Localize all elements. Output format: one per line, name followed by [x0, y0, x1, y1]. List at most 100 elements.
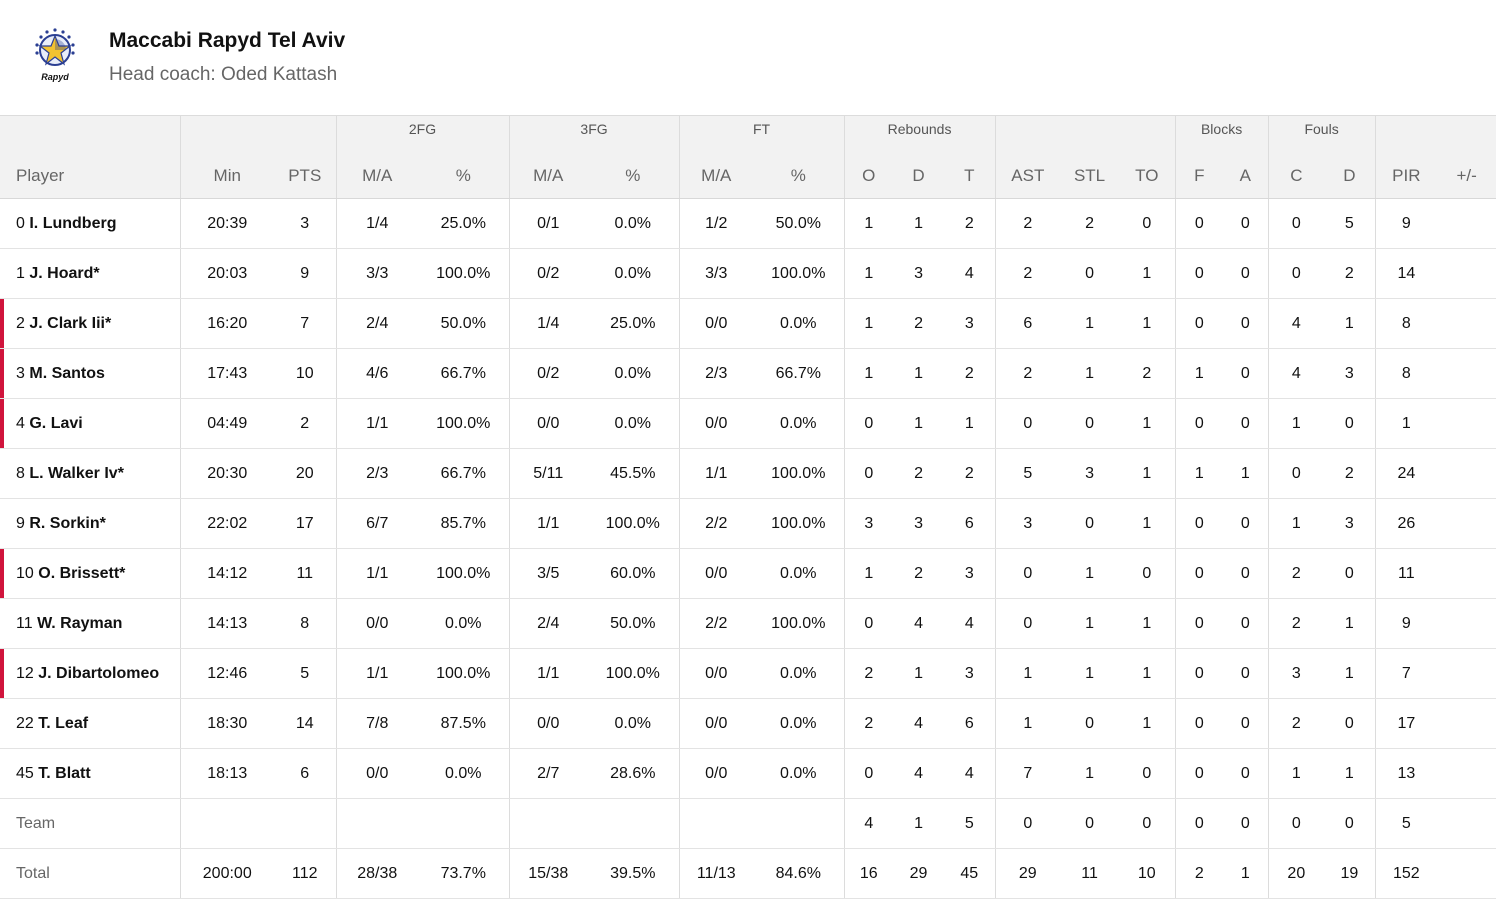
column-header[interactable]: % [418, 154, 510, 199]
stat-cell: 2/2 [678, 598, 754, 649]
player-name[interactable]: J. Dibartolomeo [38, 664, 160, 682]
stat-cell: 4 [893, 698, 945, 749]
column-header[interactable]: PIR [1374, 154, 1438, 199]
stat-cell: 100.0% [418, 248, 510, 299]
stat-cell: 100.0% [418, 398, 510, 449]
player-row[interactable]: 22 T. Leaf 18:30 14 7/8 87.5% 0/0 0.0% 0/0 0.0% 2… [0, 698, 1496, 749]
stat-cell: 3 [843, 498, 894, 549]
stat-cell: 20:30 [179, 448, 274, 499]
player-cell[interactable]: 10 O. Brissett* [0, 548, 180, 599]
column-header[interactable]: D [1324, 154, 1376, 199]
player-number: 11 [16, 614, 33, 632]
column-header[interactable]: A [1223, 154, 1269, 199]
stat-cell: 2 [1267, 548, 1325, 599]
stat-cell: 14:12 [179, 548, 274, 599]
player-row[interactable]: 1 J. Hoard* 20:03 9 3/3 100.0% 0/2 0.0% 3/3 100.… [0, 248, 1496, 299]
player-row[interactable]: 45 T. Blatt 18:13 6 0/0 0.0% 2/7 28.6% 0/0 0.0% 0… [0, 748, 1496, 799]
column-header[interactable]: C [1267, 154, 1325, 199]
player-cell[interactable]: 11 W. Rayman [0, 598, 180, 649]
player-cell[interactable]: 2 J. Clark Iii* [0, 298, 180, 349]
column-header[interactable]: O [843, 154, 894, 199]
stat-cell: 1 [1267, 398, 1325, 449]
column-header[interactable]: AST [994, 154, 1061, 199]
player-name[interactable]: R. Sorkin* [29, 514, 106, 532]
player-cell[interactable]: 22 T. Leaf [0, 698, 180, 749]
stat-cell: 0.0% [753, 648, 845, 699]
stat-cell: 1 [1324, 648, 1376, 699]
stat-cell: 0/0 [678, 398, 754, 449]
column-header[interactable]: % [587, 154, 680, 199]
player-name[interactable]: W. Rayman [37, 614, 123, 632]
player-row[interactable]: 2 J. Clark Iii* 16:20 7 2/4 50.0% 1/4 25.0% 0/0… [0, 298, 1496, 349]
stat-cell: 45 [944, 848, 996, 899]
column-header[interactable]: F [1174, 154, 1224, 199]
column-header[interactable]: M/A [678, 154, 754, 199]
column-header[interactable]: +/- [1437, 154, 1496, 199]
player-cell[interactable]: 45 T. Blatt [0, 748, 180, 799]
player-name[interactable]: L. Walker Iv* [29, 464, 124, 482]
stat-cell: 7 [274, 298, 336, 349]
stat-cell: 6/7 [335, 498, 418, 549]
player-cell[interactable]: 9 R. Sorkin* [0, 498, 180, 549]
stat-cell: 0 [1119, 798, 1176, 849]
stat-cell: 2 [944, 448, 996, 499]
stat-cell: 3 [944, 648, 996, 699]
column-header[interactable]: T [944, 154, 996, 199]
column-header[interactable]: M/A [508, 154, 588, 199]
column-header[interactable]: D [893, 154, 945, 199]
stat-cell: 0 [1324, 798, 1376, 849]
stat-cell: 1 [1267, 498, 1325, 549]
player-name[interactable]: M. Santos [29, 364, 105, 382]
column-header[interactable]: TO [1119, 154, 1176, 199]
stat-cell: 1 [1374, 398, 1438, 449]
column-header[interactable]: Player [0, 154, 180, 199]
stat-cell: 73.7% [418, 848, 510, 899]
player-name[interactable]: G. Lavi [29, 414, 83, 432]
player-name[interactable]: J. Hoard* [29, 264, 100, 282]
player-row[interactable]: 11 W. Rayman 14:13 8 0/0 0.0% 2/4 50.0% 2/2 100.… [0, 598, 1496, 649]
player-number: 9 [16, 514, 25, 532]
player-row[interactable]: 3 M. Santos 17:43 10 4/6 66.7% 0/2 0.0% 2/3 66.7… [0, 348, 1496, 399]
stat-cell: 87.5% [418, 698, 510, 749]
column-header[interactable]: Min [179, 154, 274, 199]
player-cell[interactable]: 12 J. Dibartolomeo [0, 648, 180, 699]
stat-cell: 100.0% [587, 498, 680, 549]
stat-cell: 1 [1119, 598, 1176, 649]
player-name[interactable]: O. Brissett* [38, 564, 126, 582]
stat-cell: 50.0% [753, 198, 845, 249]
player-row[interactable]: 0 I. Lundberg 20:39 3 1/4 25.0% 0/1 0.0% 1/2 50.… [0, 198, 1496, 249]
player-cell[interactable]: 8 L. Walker Iv* [0, 448, 180, 499]
stat-cell: 3 [994, 498, 1061, 549]
player-cell[interactable]: 4 G. Lavi [0, 398, 180, 449]
stat-cell: 0 [1174, 698, 1224, 749]
player-row[interactable]: 9 R. Sorkin* 22:02 17 6/7 85.7% 1/1 100.0% 2/2 1… [0, 498, 1496, 549]
stat-cell: 11 [1060, 848, 1120, 899]
player-row[interactable]: 12 J. Dibartolomeo 12:46 5 1/1 100.0% 1/1 100.… [0, 648, 1496, 699]
player-name[interactable]: T. Leaf [38, 714, 89, 732]
column-header[interactable]: PTS [274, 154, 336, 199]
player-name[interactable]: J. Clark Iii* [29, 314, 112, 332]
player-row[interactable]: 10 O. Brissett* 14:12 11 1/1 100.0% 3/5 60.0% 0… [0, 548, 1496, 599]
column-header[interactable]: M/A [335, 154, 418, 199]
stat-cell: 66.7% [418, 348, 510, 399]
player-cell[interactable]: 1 J. Hoard* [0, 248, 180, 299]
player-row[interactable]: 4 G. Lavi 04:49 2 1/1 100.0% 0/0 0.0% 0/0 0.0% 0 1… [0, 398, 1496, 449]
stat-cell: 0.0% [753, 298, 845, 349]
stat-cell: 1/4 [508, 298, 588, 349]
player-cell[interactable]: 0 I. Lundberg [0, 198, 180, 249]
stat-cell [335, 798, 418, 849]
stat-cell: 8 [274, 598, 336, 649]
player-name[interactable]: T. Blatt [38, 764, 91, 782]
stat-cell: 29 [893, 848, 945, 899]
column-header[interactable]: STL [1060, 154, 1120, 199]
stat-cell: 8 [1374, 298, 1438, 349]
player-row[interactable]: 8 L. Walker Iv* 20:30 20 2/3 66.7% 5/11 45.5% 1… [0, 448, 1496, 499]
stat-cell: 1/1 [508, 498, 588, 549]
stat-cell: 3 [1324, 348, 1376, 399]
column-header[interactable]: % [753, 154, 845, 199]
player-name[interactable]: I. Lundberg [29, 214, 117, 232]
player-cell[interactable]: 3 M. Santos [0, 348, 180, 399]
stat-cell: 0/0 [678, 648, 754, 699]
stat-cell: 28/38 [335, 848, 418, 899]
stat-cell: 1 [1267, 748, 1325, 799]
